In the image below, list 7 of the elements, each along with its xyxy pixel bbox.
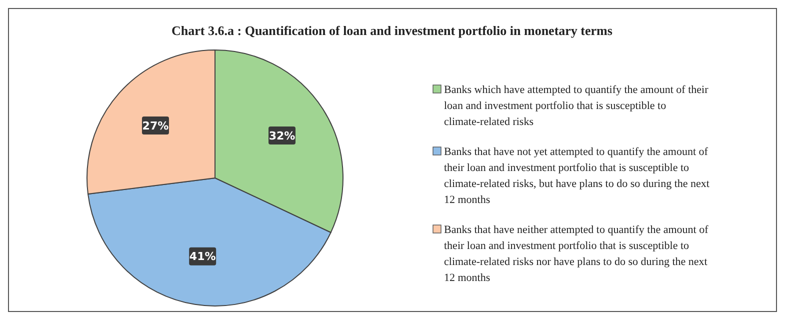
data-label: 27% <box>142 119 169 132</box>
chart-title: Chart 3.6.a : Quantification of loan and investment portfolio in monetary terms <box>172 23 612 38</box>
data-label: 32% <box>268 129 296 142</box>
legend-label: Banks which have attempted to quantify the amount of their loan and investment portfolio that is susceptible to climate-related risks <box>444 84 709 128</box>
data-label: 41% <box>189 250 216 264</box>
legend-label: Banks that have neither attempted to quantify the amount of their loan and investment portfolio that is susceptible to climate-related risks nor have plans to do so during the next 12 months <box>444 224 709 284</box>
legend-label: Banks that have not yet attempted to quantify the amount of their loan and investment portfolio that is susceptible to climate-related risks, but have plans to do so during the next 12 months <box>444 146 710 206</box>
